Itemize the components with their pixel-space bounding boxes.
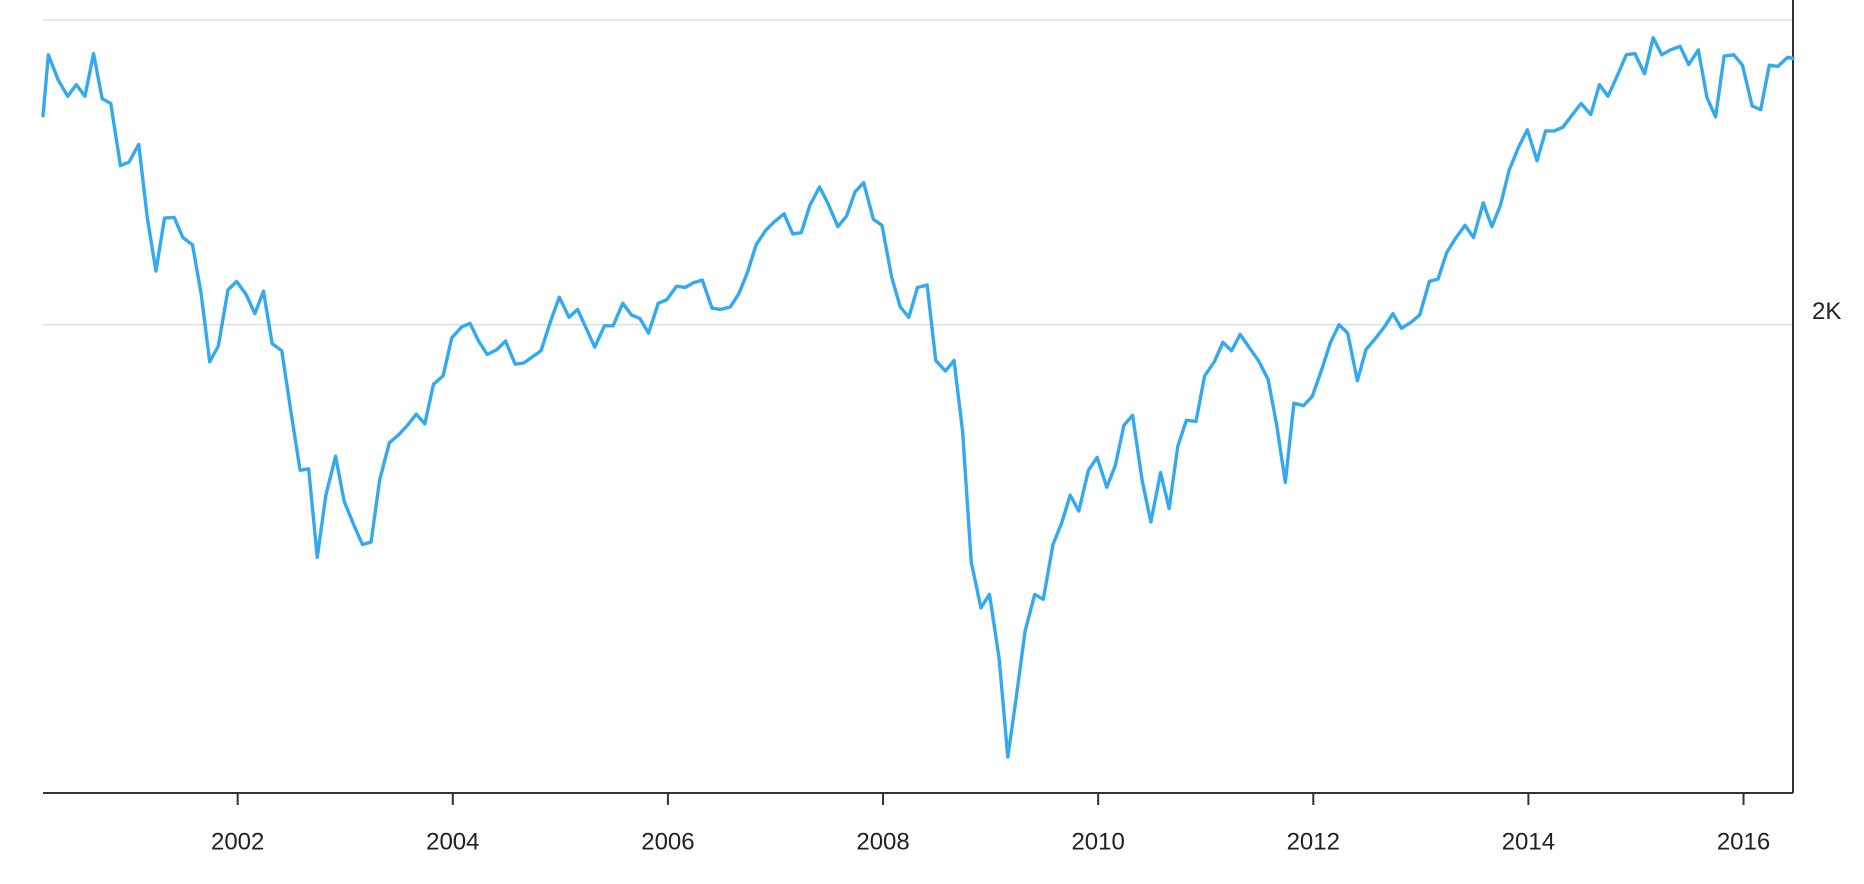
data-line <box>41 36 1795 759</box>
y-tick-label: 2K <box>1812 298 1841 325</box>
x-tick-label: 2016 <box>1717 828 1770 855</box>
x-tick-label: 2012 <box>1287 828 1340 855</box>
x-tick-label: 2006 <box>641 828 694 855</box>
x-tick-label: 2010 <box>1071 828 1124 855</box>
x-tick-label: 2014 <box>1502 828 1555 855</box>
x-tick-label: 2004 <box>426 828 479 855</box>
x-tick-label: 2002 <box>211 828 264 855</box>
x-tick-label: 2008 <box>856 828 909 855</box>
